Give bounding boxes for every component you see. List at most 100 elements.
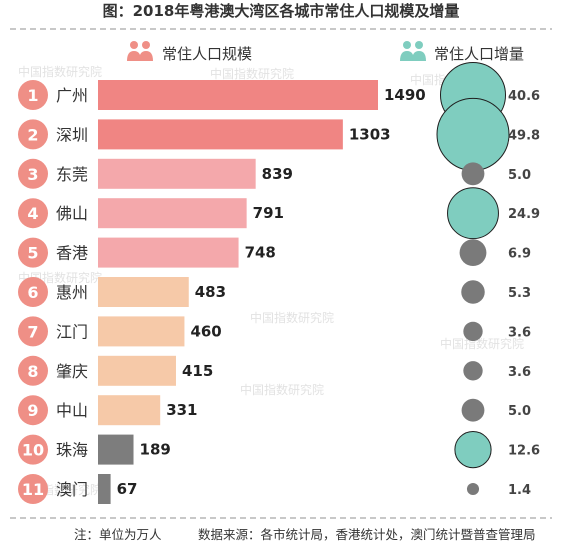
increment-bubble xyxy=(461,162,485,186)
city-label: 珠海 xyxy=(56,441,88,460)
chart-row: 11 澳门 67 1.4 xyxy=(18,474,531,504)
population-value: 483 xyxy=(195,283,226,301)
increment-value: 49.8 xyxy=(508,128,540,143)
increment-value: 3.6 xyxy=(508,325,531,340)
city-label: 广州 xyxy=(56,86,88,105)
rank-badge xyxy=(18,277,48,307)
watermark: 中国指数研究院 xyxy=(250,310,334,325)
population-bar xyxy=(98,198,247,229)
population-bar xyxy=(98,355,176,386)
increment-bubble xyxy=(459,239,487,267)
population-value: 189 xyxy=(140,441,171,459)
rank-badge xyxy=(18,355,48,386)
footer-source: 数据来源：各市统计局，香港统计处，澳门统计暨普查管理局 xyxy=(198,527,536,542)
population-value: 748 xyxy=(245,244,276,262)
rank-number: 5 xyxy=(27,244,38,263)
population-value: 839 xyxy=(262,165,293,183)
increment-bubble xyxy=(447,187,499,240)
watermark: 中国指数研究院 xyxy=(210,66,294,81)
city-label: 深圳 xyxy=(56,125,88,144)
increment-value: 12.6 xyxy=(508,444,540,459)
rank-badge xyxy=(18,395,48,426)
population-value: 791 xyxy=(253,204,284,222)
rank-number: 3 xyxy=(27,165,38,184)
people-icon xyxy=(127,41,153,61)
increment-bubble xyxy=(463,361,483,381)
rank-number: 8 xyxy=(27,362,38,381)
increment-bubble xyxy=(463,321,483,342)
rank-badge xyxy=(18,474,48,504)
city-label: 江门 xyxy=(56,322,88,341)
watermark: 中国指数研究院 xyxy=(18,64,102,79)
footer-note: 注：单位为万人 xyxy=(74,527,162,542)
population-value: 460 xyxy=(190,322,221,340)
increment-value: 1.4 xyxy=(508,483,531,498)
rank-badge xyxy=(18,316,48,347)
chart-row: 7 江门 460 3.6 xyxy=(18,316,531,347)
rank-badge xyxy=(18,80,48,110)
watermark: 中国指数研究院 xyxy=(440,336,524,351)
watermark: 中国指数研究院 xyxy=(240,382,324,397)
rank-number: 10 xyxy=(22,441,44,460)
legend-population: 常住人口规模 xyxy=(127,41,252,63)
chart-title: 图：2018年粤港澳大湾区各城市常住人口规模及增量 xyxy=(103,2,460,20)
population-bar xyxy=(98,158,256,189)
city-label: 澳门 xyxy=(56,480,88,499)
population-value: 415 xyxy=(182,362,213,380)
legend-population-label: 常住人口规模 xyxy=(162,45,252,63)
population-bar xyxy=(98,277,189,307)
city-label: 佛山 xyxy=(56,204,88,223)
chart-row: 6 惠州 483 5.3 xyxy=(18,277,531,307)
rank-badge xyxy=(18,119,48,150)
increment-bubble xyxy=(454,430,492,469)
increment-bubble xyxy=(461,280,485,304)
increment-bubble xyxy=(466,482,480,496)
rank-badge xyxy=(18,198,48,229)
increment-value: 24.9 xyxy=(508,207,540,222)
rank-number: 9 xyxy=(27,401,38,420)
rank-badge xyxy=(18,237,48,268)
increment-bubble xyxy=(461,398,485,422)
rank-badge xyxy=(18,434,48,465)
chart-row: 2 深圳 1303 49.8 xyxy=(18,97,540,171)
chart-rows: 1 广州 1490 40.6 2 深圳 1303 49.8 3 东莞 839 5.0 4 佛山 791 24.… xyxy=(18,61,540,504)
rank-number: 11 xyxy=(22,480,44,499)
city-label: 肇庆 xyxy=(56,362,88,381)
rank-number: 7 xyxy=(27,322,38,341)
population-bar xyxy=(98,434,134,465)
population-value: 1490 xyxy=(384,86,426,104)
increment-value: 3.6 xyxy=(508,365,531,380)
increment-bubble xyxy=(436,97,510,171)
rank-number: 4 xyxy=(27,204,38,223)
rank-number: 1 xyxy=(27,86,38,105)
city-label: 东莞 xyxy=(56,165,88,184)
city-label: 香港 xyxy=(56,244,88,263)
population-bar xyxy=(98,119,343,150)
rank-number: 2 xyxy=(27,125,38,144)
population-value: 331 xyxy=(166,401,197,419)
chart-row: 9 中山 331 5.0 xyxy=(18,395,531,426)
people-icon xyxy=(400,41,426,61)
chart-row: 3 东莞 839 5.0 xyxy=(18,158,531,189)
increment-value: 5.0 xyxy=(508,168,531,183)
chart-row: 4 佛山 791 24.9 xyxy=(18,187,540,240)
increment-value: 6.9 xyxy=(508,247,531,262)
chart-row: 5 香港 748 6.9 xyxy=(18,237,531,268)
population-value: 67 xyxy=(117,480,138,498)
city-label: 惠州 xyxy=(56,283,88,302)
increment-value: 40.6 xyxy=(508,89,540,104)
population-bar xyxy=(98,474,111,504)
population-bar xyxy=(98,316,185,347)
city-label: 中山 xyxy=(56,401,88,420)
population-bar xyxy=(98,237,239,268)
chart-row: 10 珠海 189 12.6 xyxy=(18,430,540,469)
increment-value: 5.3 xyxy=(508,286,531,301)
population-bar xyxy=(98,80,378,110)
population-value: 1303 xyxy=(349,125,391,143)
population-bar xyxy=(98,395,161,426)
chart-row: 8 肇庆 415 3.6 xyxy=(18,355,531,386)
increment-value: 5.0 xyxy=(508,404,531,419)
rank-number: 6 xyxy=(27,283,38,302)
rank-badge xyxy=(18,158,48,189)
